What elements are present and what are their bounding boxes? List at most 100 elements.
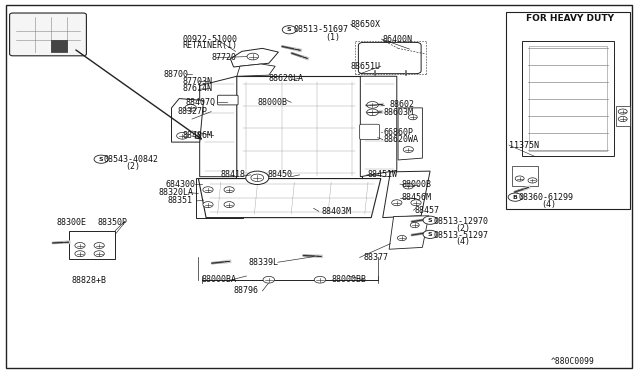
Text: 88351: 88351 bbox=[168, 196, 193, 205]
Text: 88650X: 88650X bbox=[351, 20, 381, 29]
Text: S: S bbox=[287, 27, 292, 32]
Circle shape bbox=[423, 216, 437, 224]
Polygon shape bbox=[230, 48, 278, 67]
Circle shape bbox=[618, 116, 627, 122]
Text: S: S bbox=[99, 157, 104, 162]
Circle shape bbox=[75, 251, 85, 257]
Text: (4): (4) bbox=[456, 237, 470, 246]
Text: 88620WA: 88620WA bbox=[384, 135, 419, 144]
FancyBboxPatch shape bbox=[218, 95, 238, 105]
Circle shape bbox=[177, 132, 188, 139]
Bar bbox=[522, 41, 614, 156]
Text: 88418: 88418 bbox=[221, 170, 246, 179]
Circle shape bbox=[528, 178, 537, 183]
Circle shape bbox=[403, 147, 413, 153]
Circle shape bbox=[423, 230, 437, 238]
Bar bbox=[512, 166, 538, 186]
Bar bbox=[506, 12, 630, 209]
Circle shape bbox=[282, 26, 296, 34]
Text: 08360-61299: 08360-61299 bbox=[518, 193, 573, 202]
Text: 88000B: 88000B bbox=[257, 98, 287, 107]
Polygon shape bbox=[360, 76, 397, 177]
Text: 88407Q: 88407Q bbox=[186, 98, 216, 107]
Circle shape bbox=[408, 115, 417, 120]
Text: 88602: 88602 bbox=[389, 100, 414, 109]
Text: 11375N: 11375N bbox=[509, 141, 539, 150]
Polygon shape bbox=[236, 76, 362, 179]
Text: 87703N: 87703N bbox=[182, 77, 212, 86]
Text: 66860P: 66860P bbox=[384, 128, 414, 137]
Text: 08513-51697: 08513-51697 bbox=[293, 25, 348, 34]
Text: (2): (2) bbox=[125, 162, 140, 171]
Circle shape bbox=[397, 235, 406, 241]
Text: RETAINER(1): RETAINER(1) bbox=[182, 41, 237, 50]
Text: 88406M: 88406M bbox=[182, 131, 212, 140]
Text: 00922-51000: 00922-51000 bbox=[182, 35, 237, 44]
Text: 88403M: 88403M bbox=[321, 207, 351, 216]
Polygon shape bbox=[200, 76, 237, 177]
Text: 88339L: 88339L bbox=[248, 258, 278, 267]
Text: 86400N: 86400N bbox=[383, 35, 413, 44]
Text: (4): (4) bbox=[541, 200, 556, 209]
Circle shape bbox=[263, 276, 275, 283]
Circle shape bbox=[94, 243, 104, 248]
Text: 88620LA: 88620LA bbox=[269, 74, 304, 83]
Circle shape bbox=[185, 105, 196, 111]
Text: (2): (2) bbox=[456, 224, 470, 232]
FancyBboxPatch shape bbox=[358, 42, 421, 74]
Text: S: S bbox=[428, 218, 433, 223]
Text: 88457: 88457 bbox=[415, 206, 440, 215]
Text: 88651U: 88651U bbox=[351, 62, 381, 71]
Circle shape bbox=[75, 243, 85, 248]
Circle shape bbox=[515, 176, 524, 181]
Text: 88450: 88450 bbox=[268, 170, 292, 179]
FancyBboxPatch shape bbox=[10, 13, 86, 56]
Bar bbox=[529, 46, 607, 151]
Text: 88300E: 88300E bbox=[56, 218, 86, 227]
Text: 88350P: 88350P bbox=[97, 218, 127, 227]
Polygon shape bbox=[198, 179, 381, 218]
Bar bbox=[51, 40, 67, 52]
Text: FOR HEAVY DUTY: FOR HEAVY DUTY bbox=[526, 14, 614, 23]
Text: 88000BB: 88000BB bbox=[332, 275, 367, 284]
Text: (1): (1) bbox=[325, 33, 340, 42]
Text: 88796: 88796 bbox=[234, 286, 259, 295]
Circle shape bbox=[410, 222, 419, 228]
Text: 88377: 88377 bbox=[364, 253, 388, 262]
Text: 88603M: 88603M bbox=[384, 108, 414, 117]
Text: 08513-51297: 08513-51297 bbox=[434, 231, 489, 240]
Polygon shape bbox=[172, 99, 204, 142]
Circle shape bbox=[403, 183, 413, 189]
Text: ^880C0099: ^880C0099 bbox=[550, 357, 595, 366]
Circle shape bbox=[367, 102, 378, 108]
Text: 88700: 88700 bbox=[163, 70, 188, 79]
Text: 87614N: 87614N bbox=[182, 84, 212, 93]
Circle shape bbox=[246, 171, 269, 185]
Text: 88000B: 88000B bbox=[402, 180, 432, 189]
Text: S: S bbox=[428, 232, 433, 237]
Polygon shape bbox=[389, 216, 429, 249]
Circle shape bbox=[203, 187, 213, 193]
Circle shape bbox=[224, 202, 234, 208]
Circle shape bbox=[508, 193, 522, 201]
Circle shape bbox=[247, 53, 259, 60]
Polygon shape bbox=[383, 171, 430, 218]
Text: 88327P: 88327P bbox=[178, 107, 208, 116]
Text: 88451W: 88451W bbox=[368, 170, 398, 179]
Text: 08543-40842: 08543-40842 bbox=[104, 155, 159, 164]
Circle shape bbox=[94, 155, 108, 163]
FancyBboxPatch shape bbox=[360, 124, 380, 140]
Text: 88456M: 88456M bbox=[402, 193, 432, 202]
Text: B: B bbox=[513, 195, 518, 200]
Text: 87720: 87720 bbox=[211, 53, 236, 62]
Text: 88828+B: 88828+B bbox=[72, 276, 107, 285]
Bar bbox=[69, 231, 115, 259]
Circle shape bbox=[314, 276, 326, 283]
Circle shape bbox=[224, 187, 234, 193]
Circle shape bbox=[411, 200, 421, 206]
Bar bbox=[616, 106, 630, 126]
Polygon shape bbox=[237, 64, 275, 76]
Circle shape bbox=[94, 251, 104, 257]
Circle shape bbox=[367, 109, 378, 116]
Circle shape bbox=[392, 200, 402, 206]
